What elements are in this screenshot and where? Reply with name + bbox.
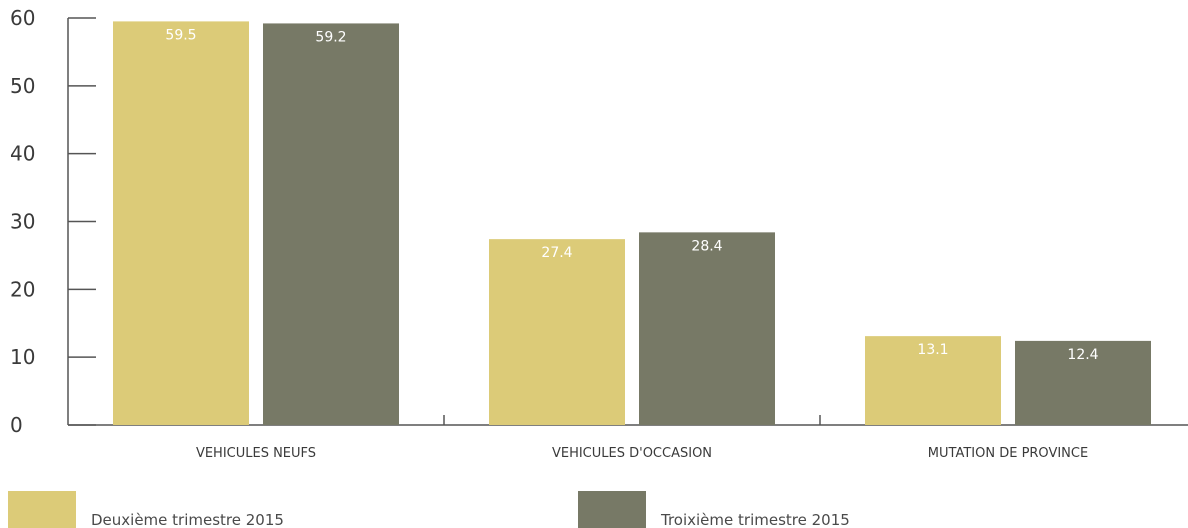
y-tick-label: 60 [10,6,35,30]
legend-label: Troixième trimestre 2015 [660,511,850,528]
y-tick-label: 40 [10,142,35,166]
x-category-label: VEHICULES D'OCCASION [552,446,712,461]
x-category-label: MUTATION DE PROVINCE [928,446,1088,461]
bar [113,21,249,426]
legend-label: Deuxième trimestre 2015 [91,511,284,528]
y-tick-label: 10 [10,345,35,369]
legend-swatch [578,491,646,528]
bar [489,239,625,425]
y-tick-label: 30 [10,210,35,234]
y-tick-label: 50 [10,74,35,98]
y-tick-label: 20 [10,277,35,301]
bar [865,336,1001,425]
chart-axes [67,17,1188,426]
bar-data-label: 13.1 [917,342,948,358]
x-category-label: VEHICULES NEUFS [196,446,316,461]
bar-data-label: 27.4 [541,245,572,261]
bar-data-label: 59.5 [165,27,196,43]
bar-data-label: 12.4 [1067,347,1098,363]
y-tick-label: 0 [10,413,23,437]
bar [263,23,399,425]
chart-legend: Deuxième trimestre 2015 Troixième trimest… [8,491,850,528]
bar [1015,340,1151,425]
legend-swatch [8,491,76,528]
chart-bars [113,21,1151,426]
bar [639,232,775,425]
bar-data-label: 28.4 [691,238,722,254]
bar-data-label: 59.2 [315,29,346,45]
chart-labels: 0 10 20 30 40 50 60 59.5 59.2 VEHICULES NEUFS 27.4… [10,6,1099,461]
